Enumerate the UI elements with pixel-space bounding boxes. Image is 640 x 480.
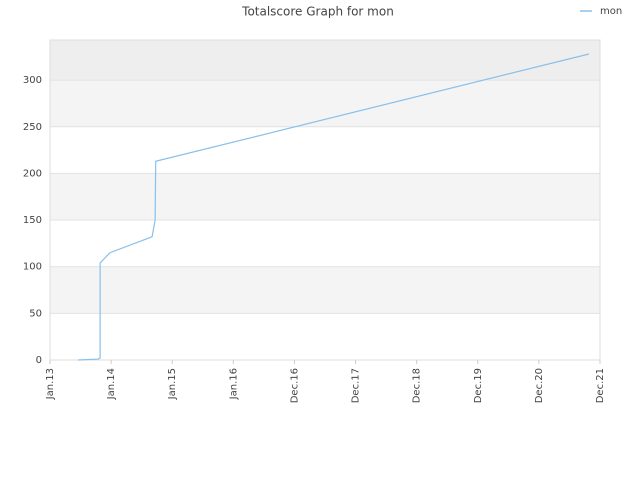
y-tick-label: 50	[29, 308, 42, 319]
x-tick-label: Jan.14	[106, 368, 117, 400]
legend-label: mon	[600, 6, 622, 17]
y-tick-label: 250	[23, 122, 42, 133]
x-tick-label: Dec.17	[351, 368, 362, 403]
x-tick-label: Jan.15	[167, 368, 178, 400]
x-tick-label: Jan.16	[228, 368, 239, 400]
y-tick-label: 300	[23, 75, 42, 86]
x-tick-label: Dec.18	[412, 368, 423, 403]
plot-border	[49, 39, 601, 361]
grid-band	[50, 266, 600, 314]
x-tick-label: Dec.21	[595, 368, 606, 403]
grid-band	[50, 40, 600, 81]
grid-band	[50, 173, 600, 221]
grid-band	[50, 313, 600, 360]
x-tick-label: Dec.16	[289, 368, 300, 403]
x-tick-label: Dec.20	[534, 368, 545, 403]
y-tick-label: 0	[36, 355, 42, 366]
grid-band	[50, 220, 600, 267]
y-tick-label: 100	[23, 262, 42, 273]
y-tick-label: 200	[23, 168, 42, 179]
line-series	[78, 53, 590, 361]
grid-band	[50, 126, 600, 174]
x-tick-label: Jan.13	[45, 368, 56, 400]
x-tick-label: Dec.19	[473, 368, 484, 403]
y-tick-label: 150	[23, 215, 42, 226]
chart-title: Totalscore Graph for mon	[241, 5, 394, 19]
